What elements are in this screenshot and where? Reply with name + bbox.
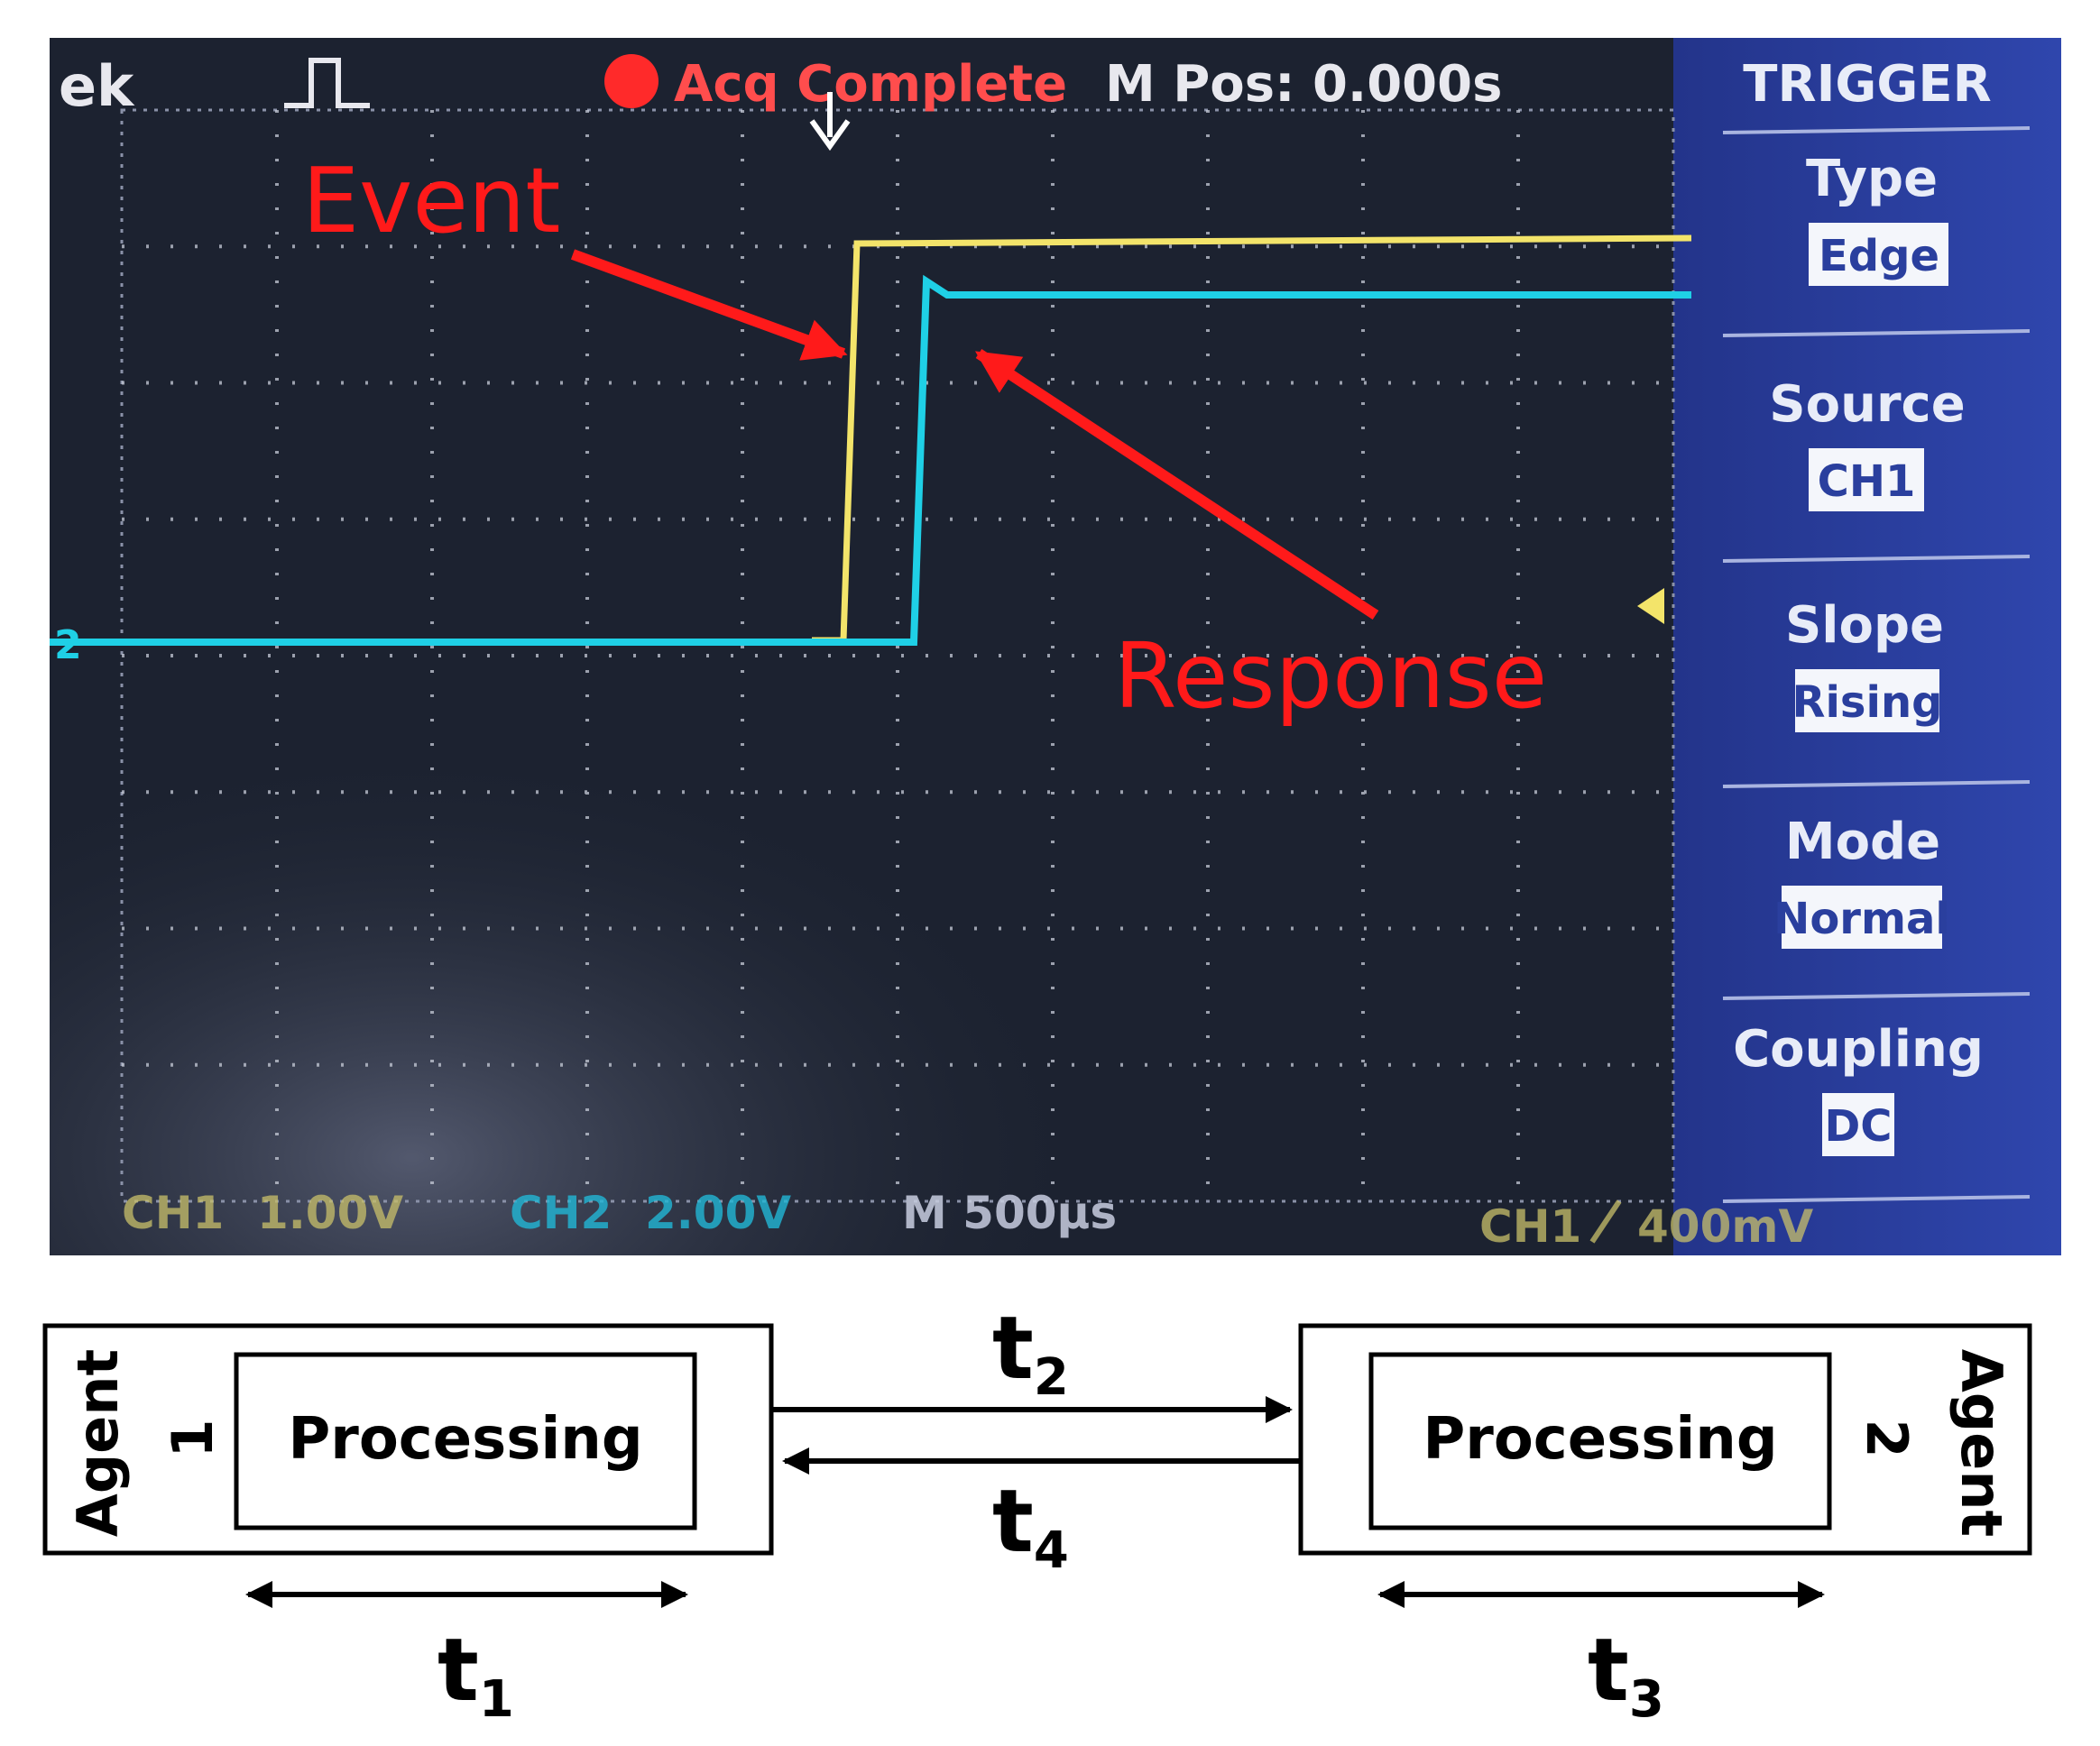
agent-2-block: Processing 2 Agent [1298,1323,2032,1556]
t2-label: t2 [992,1298,1069,1407]
ch2-trace [50,274,1691,646]
trigger-slope-button[interactable]: Slope Rising [1785,596,1944,732]
brand-fragment: ek [59,53,135,119]
trigger-source-readout: CH1 [1479,1200,1581,1253]
trigger-coupling-value-box [1822,1093,1894,1156]
trigger-menu: TRIGGER Type Edge Source CH1 Slope Risin… [1722,55,2031,1203]
trigger-coupling-value: DC [1824,1101,1892,1152]
trigger-type-button[interactable]: Type Edge [1806,150,1948,286]
agent-1-block: Agent 1 Processing [42,1323,774,1556]
event-arrow [570,249,848,361]
trigger-type-value: Edge [1819,231,1939,281]
response-arrow [974,348,1379,620]
acquisition-mode-icon [284,58,370,108]
ch1-scale: 1.00V [257,1187,403,1239]
trigger-type-label: Type [1806,150,1938,208]
agent-2-processing-label: Processing [1423,1406,1777,1473]
svg-text:t1: t1 [438,1620,514,1729]
acquisition-status: Acq Complete [674,55,1067,114]
trigger-slope-label: Slope [1785,596,1944,655]
timebase: M 500µs [902,1187,1117,1239]
trigger-source-value-box [1809,448,1924,511]
agent-2-processing-box [1368,1352,1832,1530]
m-position: M Pos: 0.000s [1105,55,1502,114]
event-label: Event [302,148,560,253]
ch2-name: CH2 [510,1187,612,1239]
agent-2-title: Agent [1948,1349,2014,1537]
trigger-position-marker [809,92,851,152]
t3-label: t3 [1588,1620,1664,1729]
agent-1-number: 1 [160,1419,226,1457]
trigger-level-marker [1637,588,1664,624]
trigger-source-value: CH1 [1818,456,1916,507]
t1-label: t1 [438,1620,514,1729]
agent-1-title: Agent [65,1349,131,1537]
rising-edge-icon [1589,1199,1622,1244]
svg-text:t3: t3 [1588,1620,1664,1729]
trigger-source-label: Source [1769,375,1965,434]
agent-1-processing-label: Processing [288,1406,642,1473]
agent-2-number: 2 [1854,1419,1920,1457]
ch2-scale: 2.00V [645,1187,791,1239]
trigger-mode-button[interactable]: Mode Normal [1773,813,1950,949]
trigger-type-value-box [1809,223,1948,286]
trigger-level-readout: 400mV [1637,1200,1813,1253]
trigger-source-button[interactable]: Source CH1 [1769,375,1966,511]
agent-1-processing-box [234,1352,697,1530]
timing-diagram: Agent 1 Processing Processing 2 Agent t1… [0,1281,2100,1746]
trigger-mode-label: Mode [1785,813,1940,871]
trigger-slope-value: Rising [1792,677,1943,728]
t4-label: t4 [992,1471,1069,1580]
response-label: Response [1114,623,1547,729]
trigger-mode-value-box [1782,886,1942,949]
ch2-ground-marker: 2 [54,622,82,668]
oscilloscope-screenshot: ek Acq Complete M Pos: 0.000s 2 Event Re… [50,38,2061,1255]
trigger-coupling-label: Coupling [1733,1020,1984,1079]
trigger-coupling-button[interactable]: Coupling DC [1733,1020,1984,1156]
svg-text:t4: t4 [992,1471,1069,1580]
svg-text:t2: t2 [992,1298,1069,1407]
trigger-mode-value: Normal [1773,894,1950,944]
stop-indicator-icon [604,54,659,108]
trigger-slope-value-box [1795,669,1939,732]
trigger-menu-title: TRIGGER [1743,55,1991,114]
ch1-name: CH1 [122,1187,224,1239]
graticule-grid [122,110,1673,1201]
